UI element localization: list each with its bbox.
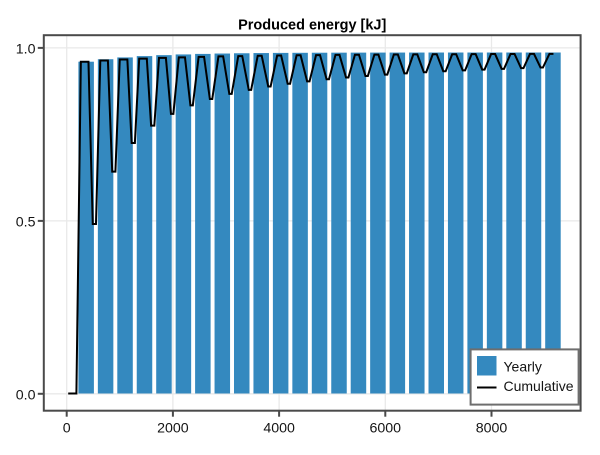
svg-text:0.5: 0.5 xyxy=(16,215,36,231)
svg-text:Cumulative: Cumulative xyxy=(504,378,574,394)
svg-text:4000: 4000 xyxy=(263,421,295,437)
svg-text:Produced energy [kJ]: Produced energy [kJ] xyxy=(238,18,386,34)
svg-text:1.0: 1.0 xyxy=(16,42,36,58)
svg-text:8000: 8000 xyxy=(476,421,508,437)
svg-text:6000: 6000 xyxy=(370,421,402,437)
svg-text:0: 0 xyxy=(63,421,71,437)
svg-text:Yearly: Yearly xyxy=(504,358,542,374)
svg-text:0.0: 0.0 xyxy=(16,388,36,404)
svg-text:2000: 2000 xyxy=(157,421,189,437)
